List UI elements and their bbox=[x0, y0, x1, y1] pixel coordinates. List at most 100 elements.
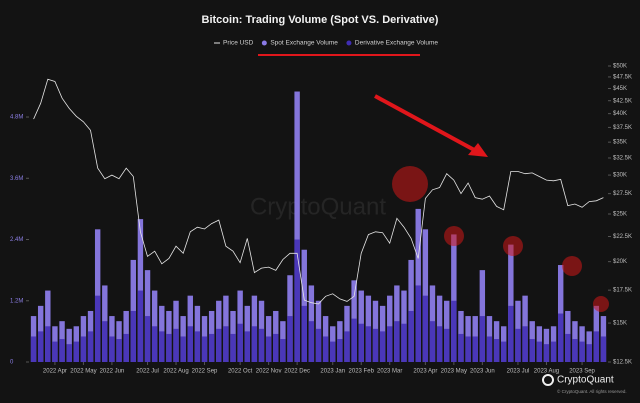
bar bbox=[508, 305, 514, 362]
x-tick-label: 2022 Nov bbox=[256, 369, 282, 375]
bar bbox=[315, 328, 322, 362]
y-tick-label: 2.4M bbox=[10, 237, 23, 243]
x-tick-label: 2023 Jun bbox=[470, 369, 495, 375]
bar bbox=[372, 328, 379, 362]
bar bbox=[522, 326, 528, 362]
bar bbox=[479, 316, 486, 362]
y2-tick-label: $25K bbox=[613, 212, 627, 218]
x-tick-label: 2022 Jun bbox=[100, 369, 125, 375]
x-tick-label: 2022 Oct bbox=[228, 369, 253, 375]
x-tick-label: 2023 Aug bbox=[534, 369, 559, 375]
legend-label: Spot Exchange Volume bbox=[270, 40, 338, 47]
bar bbox=[508, 244, 514, 362]
x-tick-label: 2023 Feb bbox=[349, 369, 375, 375]
bar bbox=[94, 295, 101, 362]
bar bbox=[173, 328, 179, 362]
bar bbox=[444, 328, 450, 362]
x-tick-label: 2023 Jan bbox=[320, 369, 345, 375]
bar bbox=[529, 339, 535, 362]
bar bbox=[493, 339, 500, 362]
bar bbox=[451, 300, 457, 362]
bar bbox=[379, 331, 386, 362]
plot-area: 0 1.2M 2.4M 3.6M 4.8M $12.5K $15K $17.5K $20K $22… bbox=[10, 64, 632, 375]
copyright: © CryptoQuant. All rights reserved. bbox=[557, 388, 627, 394]
bar bbox=[301, 305, 307, 362]
bar bbox=[123, 333, 129, 362]
bar bbox=[137, 290, 144, 362]
bar bbox=[194, 331, 201, 362]
bar bbox=[159, 331, 165, 362]
y-tick-label: 3.6M bbox=[10, 176, 23, 182]
y2-tick-label: $27.5K bbox=[613, 191, 632, 197]
bar bbox=[258, 328, 265, 362]
y2-tick-label: $17.5K bbox=[613, 288, 632, 294]
legend-swatch bbox=[346, 40, 352, 46]
bar bbox=[230, 333, 236, 362]
bar bbox=[536, 341, 543, 362]
y2-tick-label: $45K bbox=[613, 86, 627, 92]
bar bbox=[465, 336, 471, 362]
bar bbox=[280, 339, 286, 362]
bar bbox=[265, 336, 272, 362]
x-tick-label: 2022 Dec bbox=[284, 369, 310, 375]
bar bbox=[600, 336, 607, 362]
bar bbox=[458, 333, 464, 362]
bar bbox=[73, 341, 80, 362]
legend-label: Price USD bbox=[223, 40, 254, 47]
x-tick-label: 2022 Aug bbox=[163, 369, 188, 375]
y2-tick-label: $22.5K bbox=[613, 234, 632, 240]
x-tick-label: 2023 Jul bbox=[507, 369, 530, 375]
bar bbox=[30, 336, 37, 362]
y2-tick-label: $20K bbox=[613, 259, 627, 265]
bar bbox=[223, 326, 229, 362]
y2-tick-label: $15K bbox=[613, 321, 627, 327]
bar bbox=[109, 336, 115, 362]
bar bbox=[501, 341, 507, 362]
bar bbox=[59, 339, 65, 362]
x-tick-label: 2023 Sep bbox=[569, 369, 595, 375]
bar bbox=[80, 336, 87, 362]
bar bbox=[472, 336, 478, 362]
bar bbox=[344, 331, 350, 362]
bar bbox=[401, 323, 407, 362]
x-tick-label: 2022 May bbox=[70, 369, 96, 375]
bar bbox=[515, 328, 521, 362]
bar bbox=[273, 333, 279, 362]
bar bbox=[408, 310, 414, 362]
y2-tick-label: $37.5K bbox=[613, 125, 632, 131]
bar bbox=[244, 331, 250, 362]
bar bbox=[294, 91, 300, 362]
y2-tick-label: $12.5K bbox=[613, 360, 632, 366]
y2-tick-label: $42.5K bbox=[613, 98, 632, 104]
bar bbox=[436, 326, 443, 362]
y2-tick-label: $50K bbox=[613, 64, 627, 70]
bar bbox=[66, 344, 72, 362]
bar bbox=[102, 321, 108, 362]
bar bbox=[201, 336, 208, 362]
bar bbox=[593, 331, 600, 362]
x-tick-label: 2022 Jul bbox=[136, 369, 159, 375]
bar bbox=[130, 310, 136, 362]
legend-label: Derivative Exchange Volume bbox=[355, 40, 438, 47]
bar bbox=[365, 326, 372, 362]
y2-tick-label: $40K bbox=[613, 111, 627, 117]
y-tick-label: 0 bbox=[10, 360, 14, 366]
bar bbox=[451, 234, 457, 362]
bar bbox=[294, 239, 300, 362]
y2-tick-label: $47.5K bbox=[613, 75, 632, 81]
x-tick-label: 2022 Apr bbox=[43, 369, 67, 375]
x-tick-label: 2022 Sep bbox=[192, 369, 218, 375]
bar bbox=[394, 321, 400, 362]
x-tick-label: 2023 Apr bbox=[413, 369, 437, 375]
annotation-circles bbox=[392, 166, 609, 312]
bar bbox=[387, 326, 393, 362]
bar bbox=[322, 336, 329, 362]
bar bbox=[572, 339, 578, 362]
bar bbox=[358, 323, 364, 362]
y2-tick-label: $30K bbox=[613, 173, 627, 179]
bar bbox=[216, 328, 222, 362]
bar bbox=[180, 336, 186, 362]
bar bbox=[187, 326, 193, 362]
bar bbox=[486, 336, 493, 362]
